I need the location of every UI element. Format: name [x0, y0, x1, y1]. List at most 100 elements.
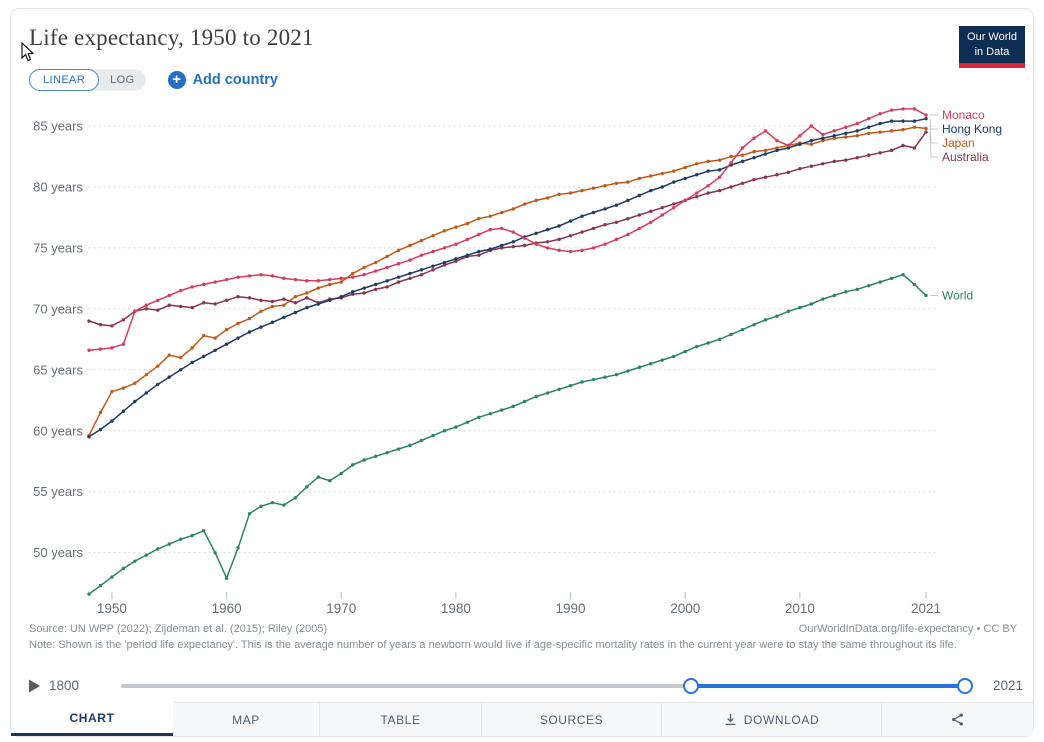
series-point-hong-kong	[649, 188, 653, 193]
tab-table[interactable]: TABLE	[319, 702, 481, 736]
series-point-world	[224, 576, 229, 580]
series-point-hong-kong	[763, 152, 768, 156]
series-point-hong-kong	[133, 399, 137, 404]
timeline-handle-end[interactable]	[957, 678, 973, 694]
series-point-world	[190, 533, 194, 538]
page-title: Life expectancy, 1950 to 2021	[29, 25, 314, 50]
series-point-world	[672, 354, 676, 359]
add-country-button[interactable]: + Add country	[167, 71, 278, 89]
series-point-monaco	[786, 143, 791, 148]
timeline-handle-start[interactable]	[682, 678, 699, 694]
series-point-australia	[626, 216, 630, 221]
tab-map[interactable]: MAP	[173, 702, 319, 736]
tab-download[interactable]: DOWNLOAD	[661, 702, 881, 736]
series-point-world	[809, 302, 814, 306]
series-point-japan	[133, 381, 137, 385]
series-point-japan	[442, 229, 447, 233]
series-point-monaco	[247, 274, 252, 278]
series-point-hong-kong	[786, 146, 791, 150]
source-text: Source: UN WPP (2022); Zijdeman et al. (…	[29, 623, 328, 635]
series-point-world	[866, 283, 871, 288]
timeline-track[interactable]	[121, 678, 973, 694]
series-point-japan	[408, 243, 412, 248]
series-point-hong-kong	[706, 169, 710, 173]
series-point-monaco	[878, 112, 882, 116]
series-point-australia	[121, 318, 126, 322]
series-point-monaco	[522, 236, 527, 240]
series-point-monaco	[293, 277, 298, 282]
series-point-hong-kong	[901, 119, 905, 123]
series-point-australia	[362, 291, 366, 295]
series-point-monaco	[500, 226, 504, 231]
tab-share[interactable]	[881, 702, 1033, 736]
series-point-japan	[259, 309, 263, 313]
series-point-hong-kong	[156, 382, 160, 387]
series-point-world	[511, 404, 515, 409]
series-point-hong-kong	[809, 138, 814, 143]
series-point-hong-kong	[844, 131, 848, 136]
series-point-monaco	[511, 230, 515, 234]
attribution-link[interactable]: OurWorldInData.org/life-expectancy • CC …	[798, 623, 1017, 635]
series-point-hong-kong	[511, 240, 515, 244]
series-point-monaco	[213, 280, 217, 284]
timeline-selected-range	[690, 684, 965, 688]
series-point-australia	[752, 177, 756, 182]
series-point-world	[924, 293, 928, 298]
series-point-monaco	[568, 249, 573, 254]
series-point-japan	[717, 158, 722, 162]
series-point-world	[878, 280, 882, 284]
series-point-australia	[557, 237, 561, 242]
series-point-japan	[889, 129, 894, 133]
owid-logo[interactable]: Our World in Data	[959, 26, 1025, 68]
series-point-world	[522, 399, 527, 404]
linear-button[interactable]: LINEAR	[29, 69, 100, 91]
series-point-hong-kong	[740, 159, 745, 164]
series-point-japan	[672, 169, 676, 173]
series-point-monaco	[316, 279, 321, 283]
series-point-monaco	[889, 108, 894, 112]
series-point-monaco	[373, 269, 378, 273]
tab-chart[interactable]: CHART	[11, 702, 173, 736]
tab-sources[interactable]: SOURCES	[481, 702, 661, 736]
series-point-monaco	[901, 107, 905, 111]
series-point-japan	[328, 282, 332, 287]
series-point-hong-kong	[568, 219, 573, 223]
log-button[interactable]: LOG	[110, 74, 135, 86]
series-point-hong-kong	[637, 193, 642, 198]
series-point-hong-kong	[488, 247, 493, 251]
series-point-monaco	[167, 293, 171, 298]
series-point-australia	[580, 230, 584, 234]
series-point-hong-kong	[442, 260, 447, 265]
note-text: Note: Shown is the 'period life expectan…	[29, 639, 957, 651]
series-point-australia	[706, 191, 710, 195]
series-point-hong-kong	[545, 227, 550, 232]
series-point-japan	[912, 125, 917, 129]
series-point-hong-kong	[328, 298, 332, 303]
series-point-monaco	[534, 242, 538, 246]
series-point-monaco	[201, 282, 206, 287]
legend-connector	[929, 118, 938, 130]
series-point-world	[591, 377, 596, 382]
y-tick-label: 70 years	[33, 301, 83, 316]
series-point-monaco	[133, 309, 137, 313]
series-point-world	[385, 450, 389, 455]
series-point-monaco	[328, 277, 332, 282]
series-line-world	[88, 273, 927, 595]
series-point-world	[179, 537, 183, 541]
x-tick-label: 1990	[556, 601, 586, 616]
x-tick-label: 2000	[670, 601, 700, 616]
series-point-japan	[305, 291, 309, 295]
series-point-japan	[247, 316, 252, 321]
series-point-monaco	[580, 248, 584, 253]
play-icon[interactable]	[26, 678, 42, 694]
series-point-japan	[660, 171, 664, 176]
timeline: 1800 2021	[23, 673, 1023, 701]
series-point-hong-kong	[144, 391, 149, 395]
series-point-world	[133, 559, 137, 563]
series-point-japan	[740, 153, 745, 157]
series-point-australia	[798, 166, 802, 171]
series-point-world	[798, 305, 802, 310]
series-line-japan	[88, 126, 927, 436]
series-point-japan	[213, 336, 217, 340]
series-point-japan	[614, 181, 619, 185]
